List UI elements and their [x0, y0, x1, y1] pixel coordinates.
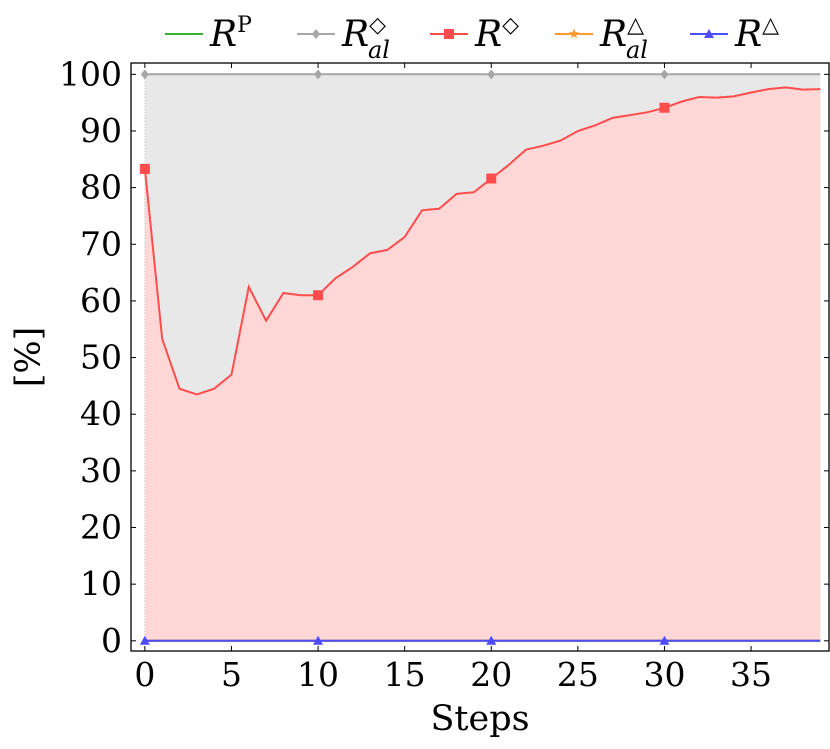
data-point-r-al — [660, 69, 669, 80]
y-tick-label: 100 — [59, 54, 122, 93]
legend-item-r-: R△ — [690, 13, 779, 55]
data-point-r- — [313, 290, 324, 301]
legend-item-r-al: R△ al — [555, 13, 648, 64]
data-point-r- — [486, 173, 497, 184]
legend-label: R△ — [734, 13, 779, 55]
series-line-r- — [143, 86, 821, 396]
data-point-r-al — [314, 69, 323, 80]
data-point-r- — [139, 163, 150, 174]
x-tick-label: 10 — [297, 655, 339, 694]
y-tick-label: 80 — [80, 168, 122, 207]
legend-marker — [444, 29, 454, 39]
data-point-r-al — [140, 69, 149, 80]
y-tick-label: 60 — [80, 281, 122, 320]
y-tick-label: 40 — [80, 394, 122, 433]
x-tick-label: 25 — [557, 655, 599, 694]
legend-label: R◇ al — [341, 13, 390, 64]
x-tick-label: 30 — [643, 655, 685, 694]
x-tick-label: 35 — [730, 655, 772, 694]
y-tick-label: 20 — [80, 508, 122, 547]
y-tick-label: 30 — [80, 451, 122, 490]
legend-label: R◇ — [474, 13, 519, 55]
legend-item-r-al: R◇ al — [297, 13, 390, 64]
x-axis-title: Steps — [430, 699, 529, 739]
x-tick-label: 15 — [384, 655, 426, 694]
x-tick-label: 20 — [470, 655, 512, 694]
legend-marker — [312, 29, 320, 39]
y-tick-label: 0 — [101, 621, 122, 660]
data-point-r- — [659, 635, 670, 645]
plot-frame — [130, 62, 830, 652]
y-tick-label: 70 — [80, 224, 122, 263]
data-point-r- — [313, 635, 324, 645]
legend-marker — [704, 29, 714, 38]
y-tick-label: 50 — [80, 338, 122, 377]
legend-item-rp: RP — [165, 13, 252, 55]
data-point-r- — [139, 635, 150, 645]
legend: RP R◇ al R◇ R△ al R△ — [165, 13, 779, 64]
y-tick-label: 10 — [80, 564, 122, 603]
x-tick-label: 0 — [134, 655, 155, 694]
legend-label: RP — [209, 13, 252, 55]
y-tick-label: 90 — [80, 111, 122, 150]
data-point-r- — [659, 102, 670, 113]
legend-item-r-: R◇ — [430, 13, 519, 55]
series-fill-r- — [144, 87, 821, 641]
y-axis-title: [%] — [9, 327, 49, 388]
data-point-r-al — [487, 69, 496, 80]
x-tick-label: 5 — [221, 655, 242, 694]
data-point-r- — [486, 635, 497, 645]
legend-label: R△ al — [599, 13, 648, 64]
legend-marker — [568, 28, 580, 39]
